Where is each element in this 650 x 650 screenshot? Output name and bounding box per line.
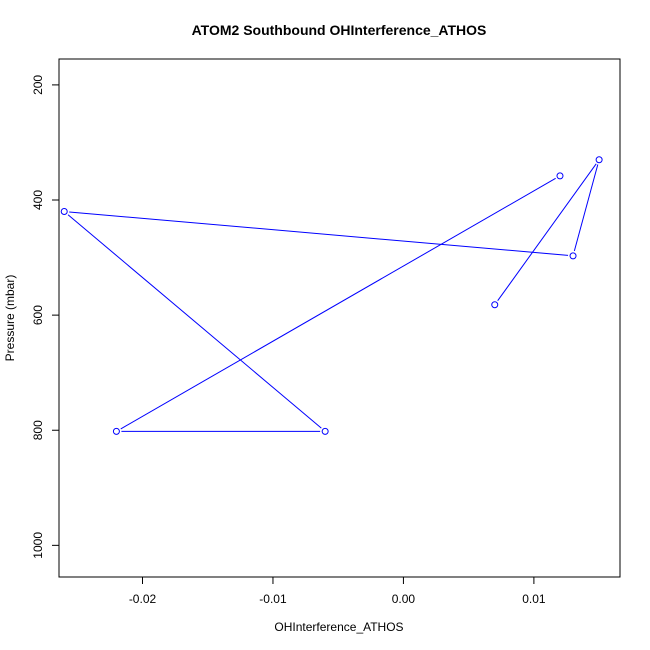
series-line-segment <box>67 214 322 429</box>
y-tick-label: 1000 <box>31 532 45 559</box>
series-line-segment <box>573 164 599 252</box>
data-point <box>60 208 68 216</box>
y-tick-label: 200 <box>31 75 45 95</box>
data-point <box>491 301 499 309</box>
x-tick-label: 0.00 <box>392 592 416 606</box>
y-tick-label: 800 <box>31 420 45 440</box>
data-point <box>595 156 603 164</box>
series-line-segment <box>497 163 597 301</box>
data-point <box>112 427 120 435</box>
y-tick-label: 400 <box>31 190 45 210</box>
series-line-segment <box>69 211 569 256</box>
x-axis: -0.02 -0.01 0.00 0.01 <box>129 576 546 606</box>
series-line-segment <box>120 177 556 430</box>
series-layer <box>60 156 603 435</box>
x-tick-label: -0.02 <box>129 592 157 606</box>
data-point <box>569 252 577 260</box>
x-axis-label: OHInterference_ATHOS <box>274 620 403 634</box>
x-tick-label: -0.01 <box>259 592 287 606</box>
y-axis: 200 400 600 800 1000 <box>31 75 60 559</box>
y-tick-label: 600 <box>31 305 45 325</box>
data-point <box>321 427 329 435</box>
data-point <box>556 172 564 180</box>
x-tick-label: 0.01 <box>522 592 546 606</box>
y-axis-label: Pressure (mbar) <box>3 275 17 362</box>
chart-title: ATOM2 Southbound OHInterference_ATHOS <box>192 22 487 38</box>
